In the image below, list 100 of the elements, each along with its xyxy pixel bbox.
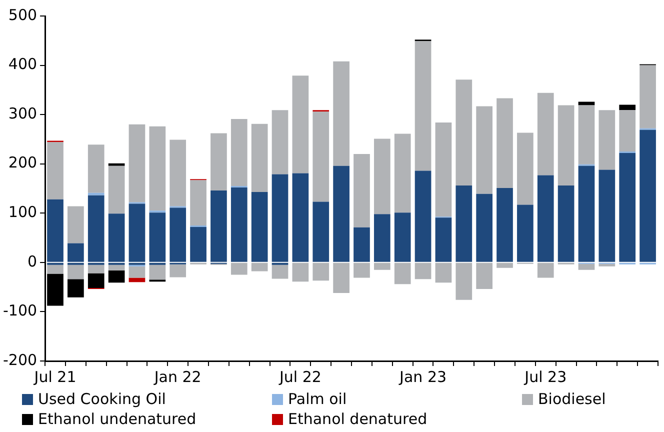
bar bbox=[170, 140, 186, 206]
bar bbox=[251, 262, 268, 272]
bar bbox=[333, 262, 350, 293]
bar bbox=[374, 262, 390, 270]
bar bbox=[108, 163, 125, 166]
bar bbox=[47, 199, 64, 262]
bar bbox=[190, 226, 206, 262]
bar bbox=[210, 133, 227, 190]
bar bbox=[68, 243, 84, 262]
bar bbox=[456, 80, 472, 186]
bar bbox=[333, 166, 350, 262]
bar bbox=[210, 190, 227, 262]
bar bbox=[354, 154, 370, 228]
legend-label: Used Cooking Oil bbox=[38, 390, 166, 408]
bar bbox=[598, 170, 616, 262]
y-tick-label: 100 bbox=[8, 203, 38, 222]
bar bbox=[456, 186, 472, 262]
y-tick-label: 200 bbox=[8, 154, 38, 172]
bar bbox=[374, 138, 390, 214]
bar bbox=[619, 153, 636, 262]
bar bbox=[312, 262, 330, 281]
legend-label: Ethanol denatured bbox=[288, 410, 428, 428]
bar bbox=[640, 65, 656, 128]
y-tick-label: 0 bbox=[27, 252, 38, 270]
bar bbox=[476, 194, 492, 262]
bar bbox=[537, 175, 554, 262]
y-tick-label: -100 bbox=[2, 302, 38, 320]
bar bbox=[558, 105, 574, 186]
bar bbox=[68, 206, 84, 244]
x-tick-label: Jan 22 bbox=[153, 368, 202, 386]
bar bbox=[476, 262, 492, 290]
bar bbox=[496, 262, 513, 268]
bar bbox=[558, 186, 574, 262]
bar bbox=[496, 188, 513, 262]
bar bbox=[230, 188, 248, 262]
bar bbox=[128, 124, 146, 202]
bar bbox=[68, 279, 84, 298]
bar bbox=[374, 214, 390, 262]
y-tick-label: 300 bbox=[8, 104, 38, 122]
legend-label: Ethanol undenatured bbox=[38, 410, 196, 428]
bar bbox=[108, 270, 125, 283]
bar bbox=[128, 204, 146, 262]
bar bbox=[68, 264, 84, 280]
bar bbox=[88, 264, 104, 274]
bar bbox=[170, 264, 186, 278]
bar bbox=[578, 105, 595, 164]
bar bbox=[598, 264, 616, 266]
bar bbox=[640, 130, 656, 262]
bar bbox=[394, 134, 411, 213]
bar bbox=[88, 144, 104, 193]
bar bbox=[354, 262, 370, 278]
bar bbox=[292, 76, 309, 174]
bar bbox=[108, 264, 125, 270]
bar bbox=[88, 192, 104, 196]
y-tick-label: -200 bbox=[2, 350, 38, 369]
bar bbox=[414, 170, 432, 262]
y-tick-label: 400 bbox=[8, 55, 38, 74]
bar bbox=[456, 262, 472, 300]
bar bbox=[312, 202, 330, 262]
bar bbox=[128, 278, 146, 282]
bar bbox=[47, 264, 64, 274]
bar bbox=[108, 214, 125, 262]
bar bbox=[435, 218, 452, 262]
bar bbox=[251, 124, 268, 192]
bar bbox=[578, 264, 595, 270]
bar bbox=[230, 119, 248, 186]
bar bbox=[312, 112, 330, 202]
bar bbox=[272, 264, 288, 279]
bar bbox=[517, 204, 534, 262]
bar bbox=[619, 110, 636, 152]
bar bbox=[272, 174, 288, 262]
legend-label: Biodiesel bbox=[538, 390, 606, 408]
bar bbox=[598, 110, 616, 170]
legend-label: Palm oil bbox=[288, 390, 347, 408]
bar bbox=[394, 262, 411, 284]
bar bbox=[517, 132, 534, 205]
bar bbox=[230, 262, 248, 275]
bar bbox=[190, 180, 206, 226]
bar bbox=[128, 266, 146, 278]
bar bbox=[88, 195, 104, 262]
bar bbox=[578, 166, 595, 262]
bar bbox=[292, 262, 309, 282]
bar bbox=[414, 262, 432, 280]
x-tick-label: Jul 22 bbox=[278, 368, 322, 386]
bar bbox=[272, 110, 288, 174]
bar bbox=[414, 41, 432, 171]
bar bbox=[333, 61, 350, 166]
bar bbox=[108, 166, 125, 214]
bar bbox=[435, 262, 452, 283]
bar bbox=[292, 173, 309, 262]
x-tick-label: Jan 23 bbox=[398, 368, 447, 386]
bar bbox=[537, 92, 554, 176]
x-tick-label: Jul 23 bbox=[524, 368, 567, 386]
bar bbox=[47, 142, 64, 200]
bar bbox=[170, 208, 186, 262]
bar bbox=[149, 264, 166, 280]
bar bbox=[149, 126, 166, 211]
x-tick-label: Jul 21 bbox=[33, 368, 76, 386]
bar bbox=[354, 227, 370, 262]
bar bbox=[435, 122, 452, 217]
